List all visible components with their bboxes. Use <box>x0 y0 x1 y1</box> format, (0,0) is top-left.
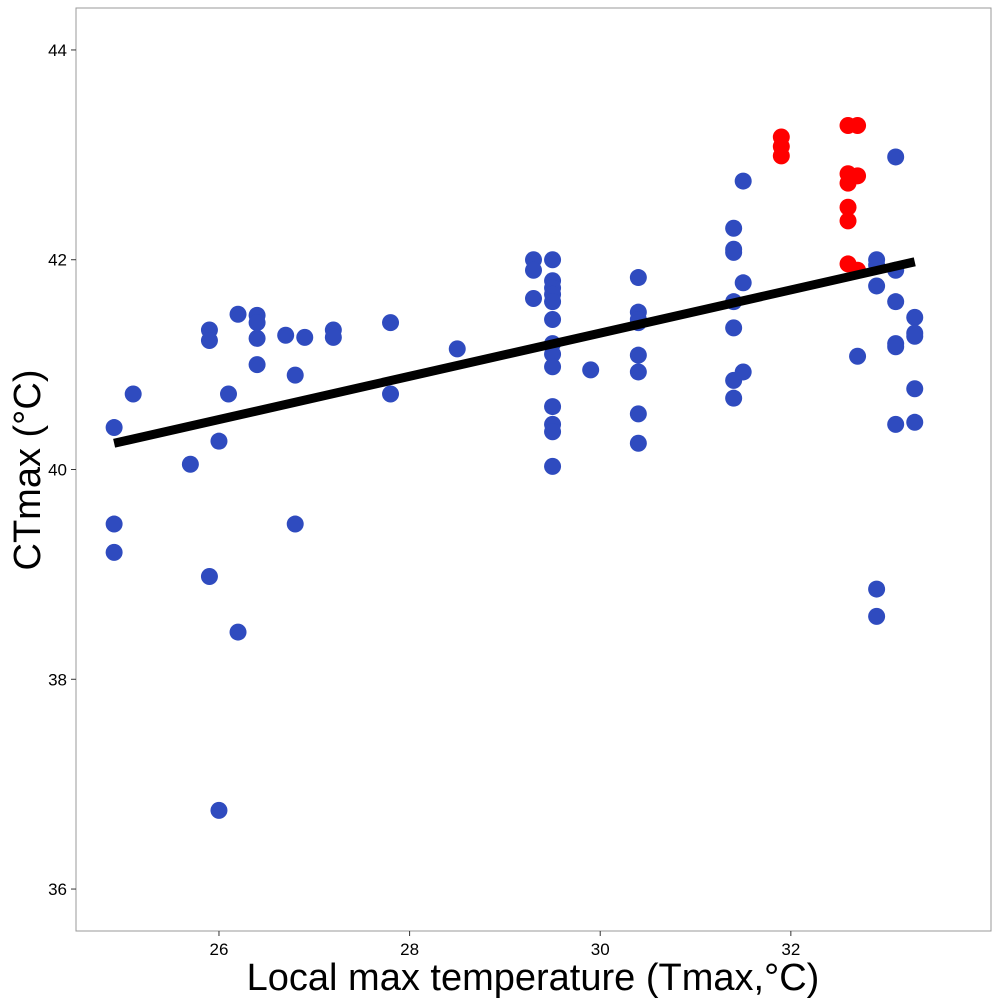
regression-line <box>113 257 916 448</box>
data-point <box>448 340 466 358</box>
data-point <box>248 329 266 347</box>
data-point <box>725 219 743 237</box>
data-point <box>629 434 647 452</box>
y-tick-label: 40 <box>48 461 67 480</box>
x-axis-title: Local max temperature (Tmax,°C) <box>247 957 820 999</box>
data-point <box>887 148 905 166</box>
y-axis: 36 38 40 42 44 <box>48 41 76 899</box>
data-point <box>286 515 304 533</box>
data-point <box>200 567 218 585</box>
data-point <box>887 293 905 311</box>
data-point <box>734 274 752 292</box>
data-point <box>544 251 562 269</box>
data-point <box>525 261 542 279</box>
data-point <box>906 327 924 345</box>
data-point <box>629 363 647 381</box>
data-point <box>887 338 905 356</box>
x-tick-label: 28 <box>400 940 419 959</box>
data-point <box>248 356 266 374</box>
data-point <box>525 290 542 308</box>
data-point <box>849 167 867 185</box>
data-point <box>544 423 562 441</box>
data-point <box>629 269 647 287</box>
data-point <box>296 328 314 346</box>
y-axis-title: CTmax (°C) <box>7 370 49 571</box>
data-point <box>181 455 199 473</box>
data-point <box>382 314 400 332</box>
data-point <box>849 347 867 365</box>
data-point <box>229 623 247 641</box>
y-tick-label: 36 <box>48 880 67 899</box>
data-point <box>772 147 790 165</box>
data-point <box>544 398 562 416</box>
data-point <box>868 607 886 625</box>
data-point <box>286 366 304 384</box>
data-point <box>906 380 924 398</box>
data-point <box>839 212 857 230</box>
y-tick-label: 42 <box>48 251 67 270</box>
data-points <box>105 116 924 819</box>
data-point <box>229 305 247 323</box>
data-point <box>248 314 266 332</box>
data-point <box>544 293 562 311</box>
data-point <box>544 311 562 329</box>
y-tick-label: 38 <box>48 670 67 689</box>
data-point <box>906 413 924 431</box>
x-axis: 26 28 30 32 <box>210 931 800 959</box>
data-point <box>868 580 886 598</box>
data-point <box>124 385 142 403</box>
y-tick-label: 44 <box>48 41 67 60</box>
data-point <box>734 363 752 381</box>
data-point <box>105 419 123 437</box>
data-point <box>582 361 600 379</box>
data-point <box>105 515 123 533</box>
data-point <box>277 326 295 344</box>
data-point <box>629 346 647 364</box>
data-point <box>734 172 752 190</box>
data-point <box>324 328 342 346</box>
data-point <box>839 198 857 216</box>
x-tick-label: 32 <box>781 940 800 959</box>
data-point <box>382 385 400 403</box>
x-tick-label: 30 <box>591 940 610 959</box>
data-point <box>105 543 123 561</box>
data-point <box>200 331 218 349</box>
data-point <box>725 319 743 337</box>
fit-line-group <box>113 257 916 448</box>
plot-panel <box>75 7 992 932</box>
data-point <box>887 415 905 433</box>
data-point <box>210 801 228 819</box>
data-point <box>629 405 647 423</box>
data-point <box>868 277 886 295</box>
data-point <box>544 358 562 376</box>
data-point <box>544 457 562 475</box>
data-point <box>849 116 867 134</box>
data-point <box>725 389 743 407</box>
data-point <box>725 243 743 261</box>
data-point <box>544 345 562 363</box>
data-point <box>220 385 237 403</box>
data-point <box>210 432 228 450</box>
data-point <box>906 308 924 326</box>
x-tick-label: 26 <box>210 940 229 959</box>
